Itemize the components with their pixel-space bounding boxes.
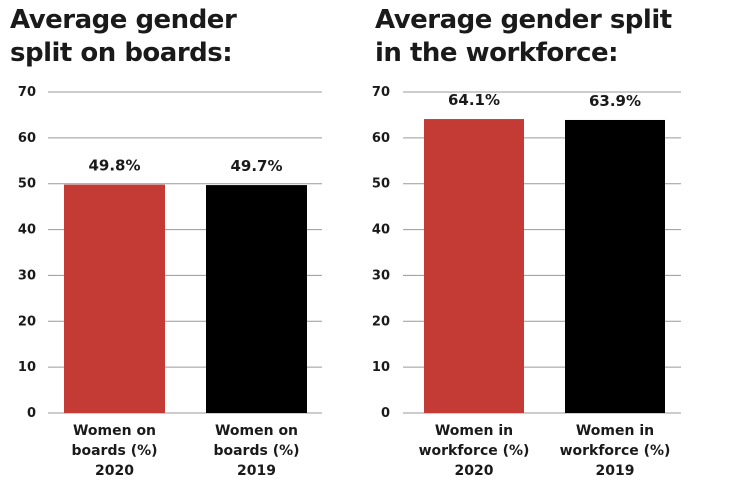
category-label: Women in bbox=[576, 423, 654, 439]
title-line: in the workforce: bbox=[375, 38, 619, 68]
category-label: 2019 bbox=[237, 463, 276, 479]
y-tick-label: 60 bbox=[18, 131, 36, 146]
y-tick-label: 10 bbox=[18, 360, 36, 375]
category-label: Women on bbox=[73, 423, 156, 439]
y-tick-label: 20 bbox=[372, 314, 390, 329]
chart-title-boards: Average gender split on boards: bbox=[10, 4, 350, 70]
category-label: boards (%) bbox=[71, 443, 157, 459]
y-tick-label: 30 bbox=[18, 268, 36, 283]
y-tick-label: 10 bbox=[372, 360, 390, 375]
bar-workforce-1 bbox=[565, 119, 665, 414]
bar-boards-0 bbox=[64, 184, 165, 413]
category-label: 2019 bbox=[596, 463, 635, 479]
y-tick-label: 50 bbox=[18, 177, 36, 192]
y-tick-label: 70 bbox=[18, 85, 36, 100]
y-tick-label: 60 bbox=[372, 131, 390, 146]
bar-boards-1 bbox=[206, 185, 307, 413]
y-tick-label: 0 bbox=[27, 406, 36, 421]
y-tick-label: 50 bbox=[372, 177, 390, 192]
data-label: 63.9% bbox=[589, 92, 641, 110]
category-label: workforce (%) bbox=[419, 443, 530, 459]
category-label: workforce (%) bbox=[560, 443, 671, 459]
title-line: split on boards: bbox=[10, 38, 233, 68]
y-tick-label: 40 bbox=[18, 223, 36, 238]
y-tick-label: 40 bbox=[372, 223, 390, 238]
chart-title-workforce: Average gender split in the workforce: bbox=[375, 4, 735, 70]
category-label: Women in bbox=[435, 423, 513, 439]
category-label: 2020 bbox=[95, 463, 134, 479]
category-label: boards (%) bbox=[213, 443, 299, 459]
title-line: Average gender bbox=[10, 5, 237, 35]
title-line: Average gender split bbox=[375, 5, 672, 35]
data-label: 49.7% bbox=[230, 157, 282, 175]
data-label: 64.1% bbox=[448, 91, 500, 109]
category-label: 2020 bbox=[455, 463, 494, 479]
bar-workforce-0 bbox=[424, 119, 524, 413]
y-tick-label: 30 bbox=[372, 268, 390, 283]
y-tick-label: 70 bbox=[372, 85, 390, 100]
y-tick-label: 0 bbox=[381, 406, 390, 421]
data-label: 49.8% bbox=[88, 157, 140, 175]
category-label: Women on bbox=[215, 423, 298, 439]
y-tick-label: 20 bbox=[18, 314, 36, 329]
